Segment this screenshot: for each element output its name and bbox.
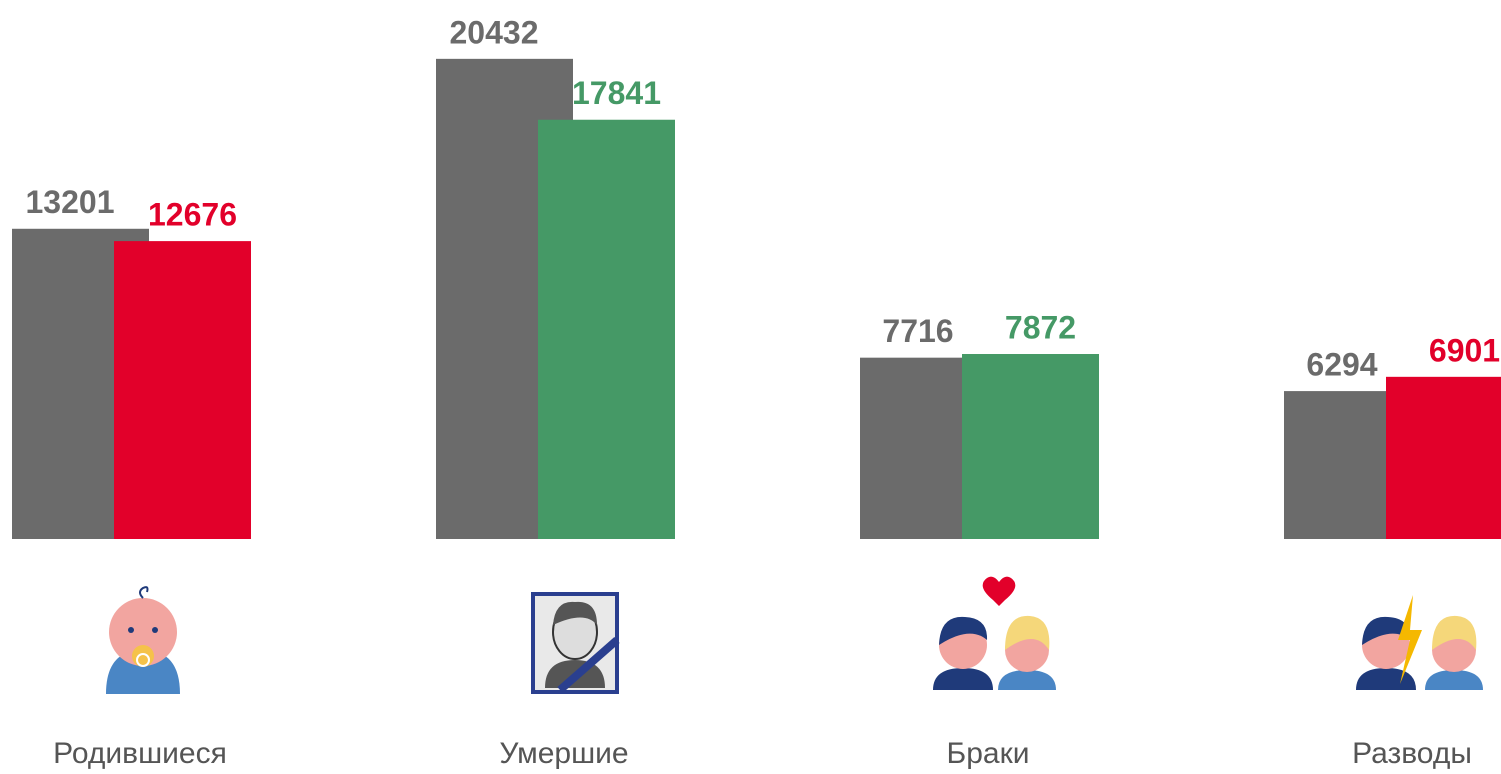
- bar: [538, 119, 675, 539]
- data-label: 17841: [572, 75, 661, 111]
- portrait-icon: [531, 592, 620, 694]
- data-label: 13201: [26, 184, 115, 220]
- data-label: 12676: [148, 197, 237, 233]
- couple-icon: [933, 576, 1056, 690]
- data-label: 6294: [1306, 347, 1377, 383]
- category-label: Браки: [947, 737, 1030, 770]
- data-label: 7716: [882, 313, 953, 349]
- divorce-icon: [1356, 595, 1483, 690]
- bar: [1386, 376, 1501, 539]
- bar: [114, 241, 251, 539]
- category-label: Разводы: [1352, 737, 1472, 770]
- category-label: Умершие: [499, 737, 628, 770]
- data-label: 6901: [1429, 332, 1500, 368]
- icons: [106, 576, 1483, 694]
- category-label: Родившиеся: [53, 737, 227, 770]
- data-label: 7872: [1005, 309, 1076, 345]
- bar: [962, 354, 1099, 539]
- data-label: 20432: [450, 14, 539, 50]
- baby-icon: [106, 586, 180, 694]
